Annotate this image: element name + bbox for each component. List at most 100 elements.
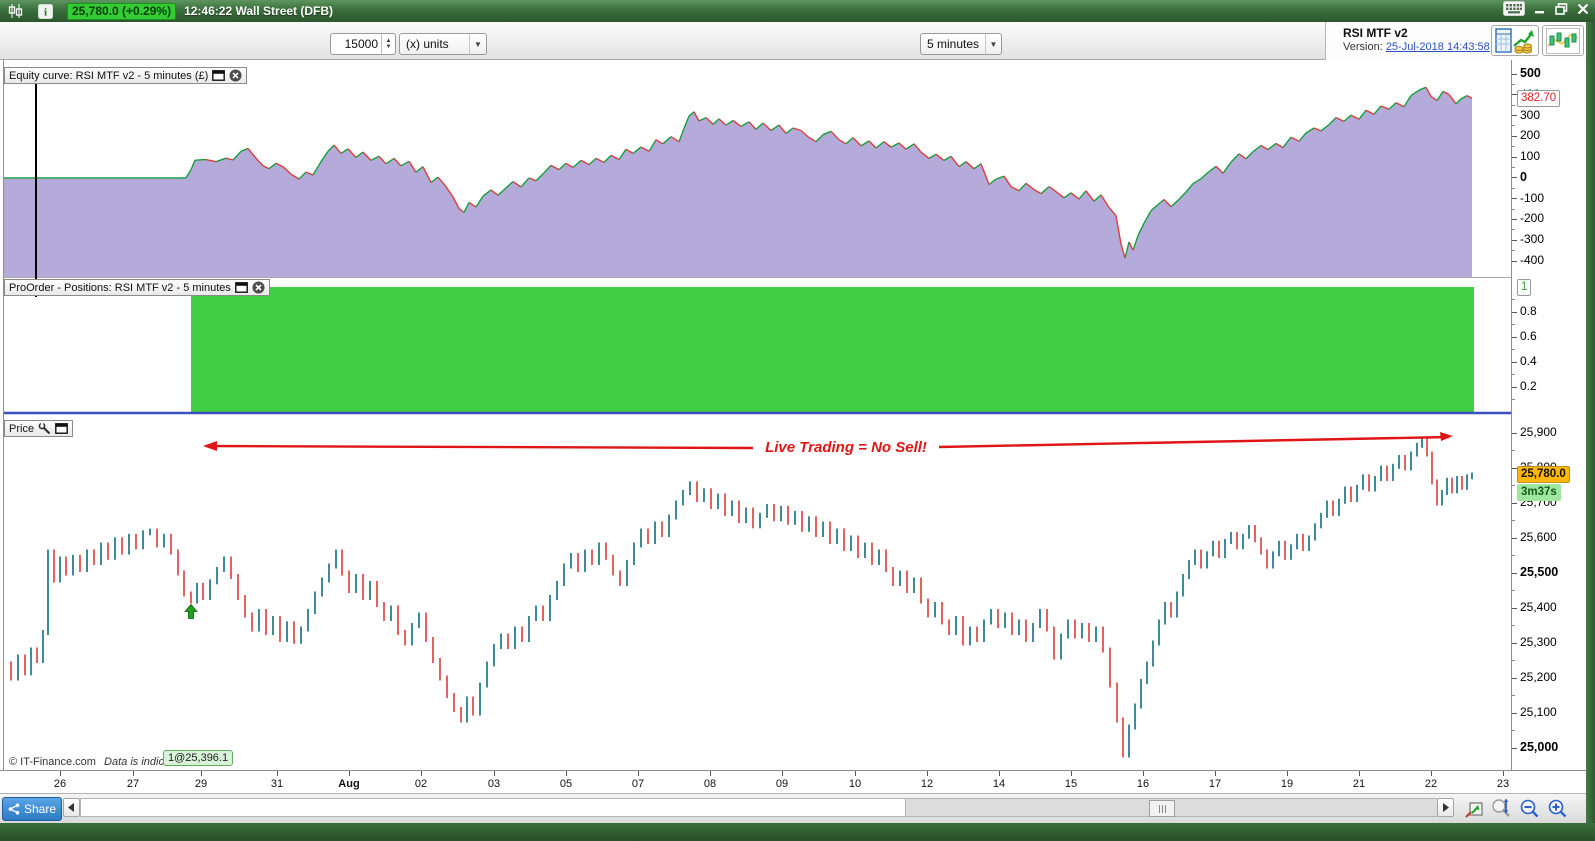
- backtest-report-button[interactable]: [1491, 25, 1539, 56]
- axis-tick: [1512, 218, 1517, 220]
- scroll-left-button[interactable]: [63, 798, 80, 817]
- date-tick: [494, 771, 495, 776]
- date-label: 14: [992, 778, 1006, 790]
- axis-minor-tick: [1512, 146, 1515, 148]
- date-tick: [1143, 771, 1144, 776]
- axis-minor-tick: [1512, 374, 1515, 375]
- date-tick: [566, 771, 567, 776]
- wrench-icon[interactable]: [38, 422, 51, 435]
- axis-tick: [1512, 177, 1517, 179]
- price-axis[interactable]: 5004003002001000-100-200-300-4000.80.60.…: [1511, 60, 1586, 770]
- axis-tick: [1512, 607, 1517, 609]
- detach-window-icon[interactable]: [212, 70, 226, 81]
- close-icon[interactable]: [229, 69, 242, 82]
- axis-tick: [1512, 73, 1517, 75]
- axis-minor-tick: [1512, 324, 1515, 325]
- detach-window-icon[interactable]: [234, 282, 248, 293]
- chevron-down-icon: ▼: [469, 34, 486, 54]
- mini-candles-icon: [1546, 27, 1580, 54]
- close-icon[interactable]: [252, 281, 265, 294]
- chart-view-button[interactable]: [1542, 25, 1584, 56]
- date-tick: [1215, 771, 1216, 776]
- minimize-button[interactable]: [1534, 2, 1546, 20]
- date-tick: [277, 771, 278, 776]
- axis-minor-tick: [1512, 208, 1515, 210]
- axis-tick-label: 0.2: [1520, 379, 1537, 393]
- close-button[interactable]: [1577, 2, 1589, 20]
- axis-tick: [1512, 537, 1517, 539]
- date-tick: [999, 771, 1000, 776]
- scroll-right-button[interactable]: [1437, 798, 1454, 817]
- zoom-in-icon[interactable]: [1546, 797, 1569, 820]
- move-chart-icon[interactable]: [1462, 797, 1485, 820]
- info-icon[interactable]: i: [38, 3, 53, 19]
- date-label: 19: [1280, 778, 1294, 790]
- date-label: 12: [920, 778, 934, 790]
- quantity-value[interactable]: 15000: [344, 37, 378, 51]
- axis-tick-label: 500: [1520, 66, 1541, 80]
- date-label: 15: [1064, 778, 1078, 790]
- stepper-arrows-icon[interactable]: ▲ ▼: [381, 34, 395, 54]
- axis-minor-tick: [1512, 450, 1515, 451]
- axis-minor-tick: [1512, 660, 1515, 661]
- date-tick: [1431, 771, 1432, 776]
- quantity-stepper[interactable]: 15000 ▲ ▼: [330, 33, 396, 55]
- axis-tick: [1512, 239, 1517, 241]
- version-link[interactable]: 25-Jul-2018 14:43:58: [1385, 41, 1490, 53]
- axis-tick: [1512, 311, 1517, 313]
- title-instrument: Wall Street (DFB): [235, 4, 334, 18]
- window-frame-bottom: [0, 823, 1595, 841]
- restore-button[interactable]: [1555, 2, 1568, 20]
- status-bar: Share: [0, 793, 1586, 823]
- date-label: 02: [414, 778, 428, 790]
- axis-minor-tick: [1512, 187, 1515, 189]
- axis-minor-tick: [1512, 229, 1515, 231]
- timeframe-dropdown[interactable]: 5 minutes ▼: [920, 33, 1002, 55]
- copyright-text: © IT-Finance.com: [9, 756, 96, 768]
- date-tick: [710, 771, 711, 776]
- axis-tick: [1512, 747, 1517, 749]
- zoom-height-icon[interactable]: [1490, 797, 1513, 820]
- chart-area[interactable]: Live Trading = No Sell!: [3, 60, 1512, 770]
- axis-minor-tick: [1512, 399, 1515, 400]
- share-label: Share: [23, 802, 57, 816]
- share-button[interactable]: Share: [2, 797, 62, 821]
- axis-tick: [1512, 115, 1517, 117]
- equity-last-value-badge: 382.70: [1517, 90, 1561, 107]
- system-version: Version: 25-Jul-2018 14:43:58: [1343, 41, 1490, 53]
- axis-tick: [1512, 156, 1517, 158]
- axis-minor-tick: [1512, 349, 1515, 350]
- positions-panel-tab[interactable]: ProOrder - Positions: RSI MTF v2 - 5 min…: [4, 279, 270, 296]
- date-label: 08: [703, 778, 717, 790]
- date-tick: [1503, 771, 1504, 776]
- horizontal-scrollbar[interactable]: [80, 798, 1437, 817]
- axis-tick: [1512, 135, 1517, 137]
- title-text: 12:46:22 Wall Street (DFB): [184, 4, 333, 18]
- detach-window-icon[interactable]: [55, 423, 68, 434]
- axis-tick: [1512, 502, 1517, 504]
- scrollbar-thumb[interactable]: [905, 799, 1437, 817]
- date-label: 22: [1424, 778, 1438, 790]
- report-table-coins-icon: [1495, 27, 1534, 53]
- units-dropdown[interactable]: (x) units ▼: [399, 33, 487, 55]
- date-tick: [349, 771, 350, 776]
- date-label: 23: [1496, 778, 1510, 790]
- keyboard-icon[interactable]: [1503, 1, 1525, 21]
- toolbar: 15000 ▲ ▼ (x) units ▼ 5 minutes ▼ RSI MTF…: [0, 22, 1595, 60]
- axis-minor-tick: [1512, 104, 1515, 106]
- copyright-note: © IT-Finance.com Data is indicative: [9, 756, 187, 768]
- axis-tick-label: 25,400: [1520, 600, 1557, 614]
- axis-minor-tick: [1512, 555, 1515, 556]
- price-panel-tab[interactable]: Price: [4, 420, 74, 437]
- date-label: 05: [559, 778, 573, 790]
- equity-panel-tab[interactable]: Equity curve: RSI MTF v2 - 5 minutes (£): [4, 67, 248, 84]
- date-tick: [201, 771, 202, 776]
- axis-minor-tick: [1512, 250, 1515, 252]
- date-label: 21: [1352, 778, 1366, 790]
- zoom-out-icon[interactable]: [1518, 797, 1541, 820]
- candle-countdown-badge: 3m37s: [1517, 484, 1561, 501]
- charts-canvas[interactable]: Live Trading = No Sell!: [4, 60, 1512, 770]
- scrollbar-grip[interactable]: [1149, 800, 1175, 817]
- date-axis[interactable]: 26 27 29 31 Aug 02 03 05 07 08 09 10 12 14 15 16 17 19 21 2…: [0, 770, 1586, 793]
- axis-tick-label: -300: [1520, 232, 1545, 247]
